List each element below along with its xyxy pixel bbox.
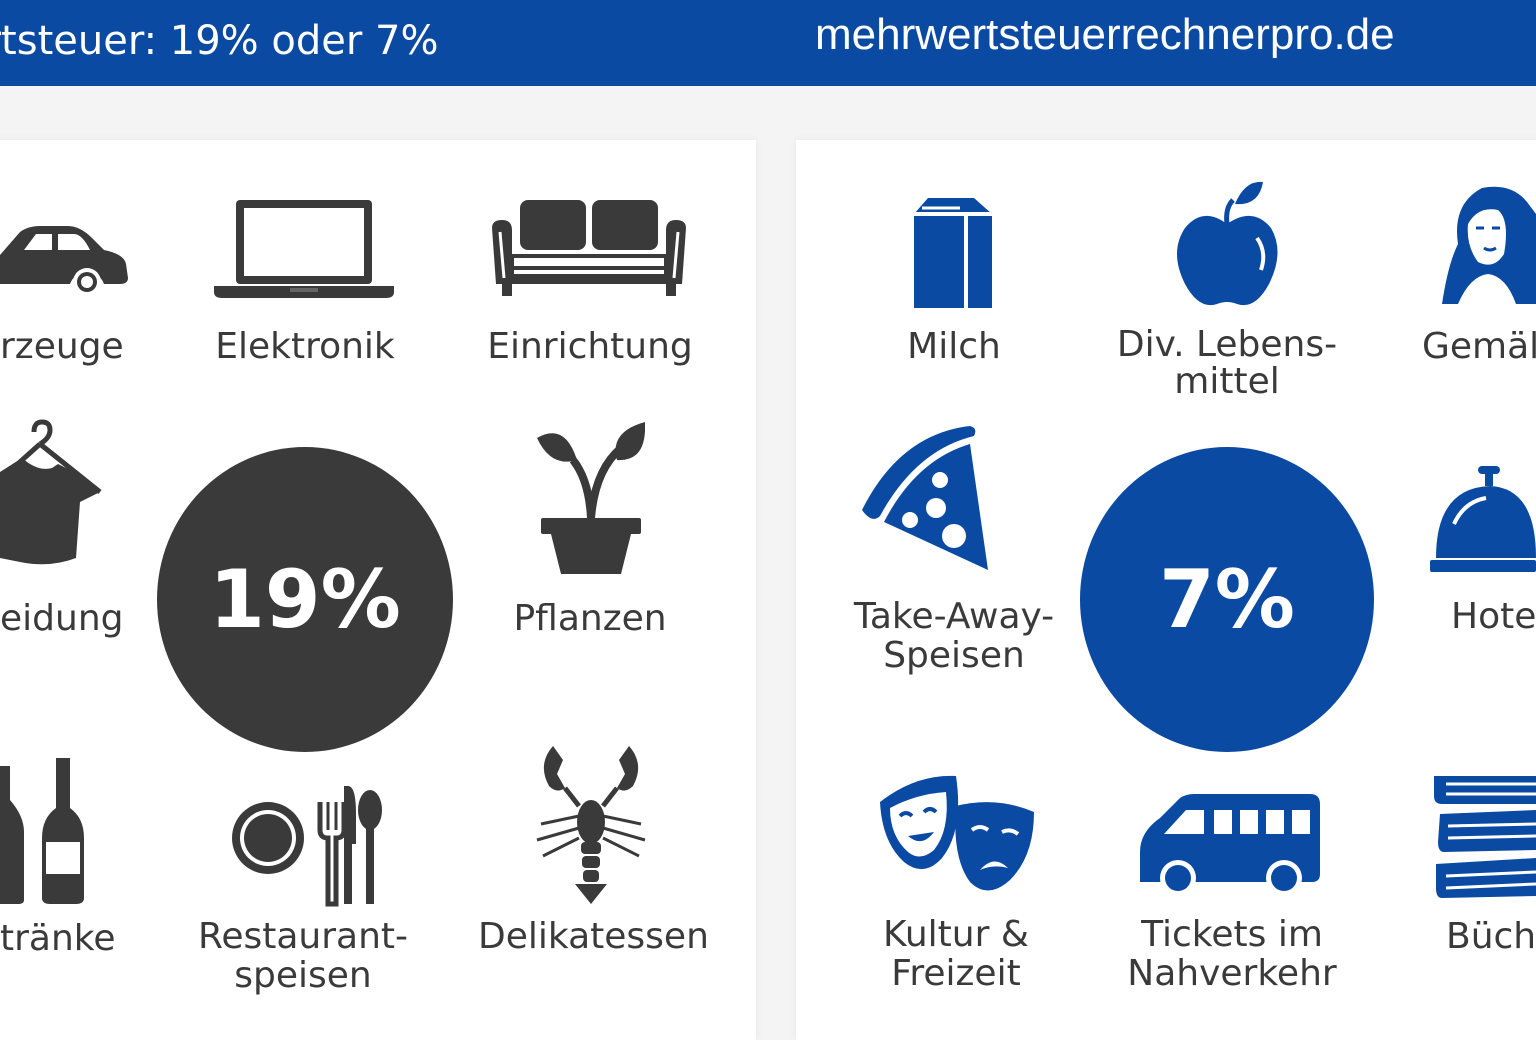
label-fahrzeuge: rzeuge — [0, 326, 124, 367]
label-tickets-line2: Nahverkehr — [1127, 953, 1337, 994]
sofa-icon — [492, 200, 686, 296]
milk-carton-icon — [914, 198, 992, 308]
label-delikatessen: Delikatessen — [478, 916, 709, 957]
header-bar: ertsteuer: 19% oder 7% mehrwertsteuerrec… — [0, 0, 1536, 86]
shirt-hanger-icon — [0, 419, 102, 565]
label-gemaelde: Gemäld — [1422, 326, 1536, 367]
rate-19-circle: 19% — [157, 447, 453, 752]
label-kultur-line2: Freizeit — [891, 953, 1021, 994]
label-restaurant-line1: Restaurant- — [197, 916, 409, 957]
label-takeaway-line1: Take-Away- — [853, 596, 1055, 637]
car-icon — [0, 226, 128, 296]
label-elektronik: Elektronik — [215, 326, 395, 367]
label-kultur-line1: Kultur & — [883, 914, 1029, 955]
label-lebensmittel-line2: mittel — [1174, 361, 1280, 402]
painting-portrait-icon — [1442, 186, 1536, 304]
books-icon — [1434, 776, 1536, 898]
lobster-icon — [536, 746, 646, 904]
page-title: ertsteuer: 19% oder 7% — [0, 18, 439, 64]
label-restaurant-line2: speisen — [234, 955, 372, 996]
rate-7-circle: 7% — [1080, 447, 1374, 752]
label-einrichtung: Einrichtung — [487, 326, 693, 367]
plate-cutlery-icon — [232, 786, 382, 907]
label-kleidung: eidung — [0, 598, 124, 639]
label-milch: Milch — [907, 326, 1001, 367]
hotel-bell-icon — [1430, 466, 1536, 572]
label-takeaway-line2: Speisen — [883, 635, 1025, 676]
site-name: mehrwertsteuerrechnerpro.de — [815, 10, 1395, 59]
plant-icon — [537, 422, 645, 574]
bottles-icon — [0, 758, 84, 904]
label-tickets-line1: Tickets im — [1141, 914, 1323, 955]
label-buecher: Büche — [1446, 916, 1536, 957]
laptop-icon — [214, 200, 394, 298]
label-getraenke: tränke — [0, 918, 116, 959]
pizza-slice-icon — [862, 426, 988, 570]
apple-icon — [1177, 181, 1278, 306]
bus-icon — [1140, 794, 1320, 896]
label-pflanzen: Pflanzen — [513, 598, 667, 639]
label-lebensmittel-line1: Div. Lebens- — [1116, 324, 1338, 365]
theater-masks-icon — [880, 775, 1034, 891]
label-hotel: Hotel — [1451, 596, 1536, 637]
